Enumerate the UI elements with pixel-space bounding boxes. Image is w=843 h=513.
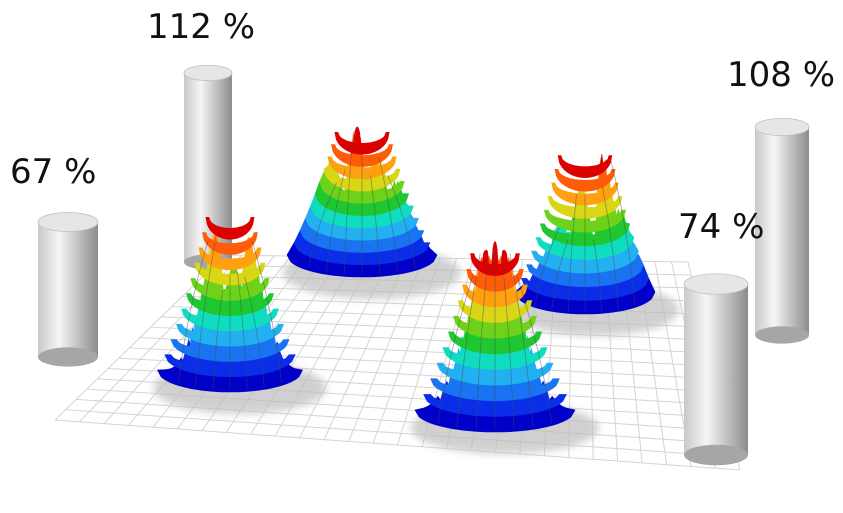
peak-2 [514,153,656,315]
mesh-line [343,131,354,275]
cylinder-base [755,326,809,344]
mesh-line [437,275,474,424]
contour-band [331,134,393,167]
grid-line [54,419,741,471]
mesh-line [370,174,381,275]
mesh-line [509,253,534,428]
mesh-line [236,272,248,390]
mesh-line [567,194,577,312]
cylinder-label-74: 74 % [678,207,765,247]
peak-3 [157,217,303,393]
mesh-line [387,174,416,269]
cylinder-base [38,347,98,367]
cylinder-top [754,117,810,137]
mesh-line [177,241,209,384]
peak-1 [286,126,438,278]
mesh-line [551,239,569,310]
mesh-line [251,240,283,384]
contour-band [334,126,390,155]
mesh-line [534,227,560,306]
cylinder-body [755,127,809,335]
cylinder-top [37,211,99,232]
contour-band [470,240,520,276]
cylinder-top [183,64,233,82]
mesh-line [456,253,481,428]
contour-band [557,153,613,178]
contour-band [202,232,258,255]
cylinder-67 [37,211,99,367]
mesh-line [378,156,399,273]
mesh-line [593,239,603,312]
cylinder-base [684,444,748,466]
cylinder-label-108: 108 % [727,55,836,95]
contour-band [205,217,255,240]
cylinder-label-67: 67 % [10,152,97,192]
mesh-line [501,260,515,430]
mesh-line [516,275,553,424]
cylinder-label-112: 112 % [147,7,256,47]
mesh-line [475,260,489,430]
peaks [157,126,656,433]
mesh-line [212,290,224,390]
cylinder-top [683,273,749,295]
grid-line [65,409,737,458]
peak-4 [414,240,576,433]
cylinder-74 [683,273,749,466]
mesh-line [308,182,337,269]
cylinder-body [38,222,98,357]
mesh-line [325,169,346,273]
mesh-line [601,184,619,310]
mesh-line [195,242,216,388]
mesh-line [610,158,636,306]
mesh-line [244,276,265,388]
cylinder-108 [754,117,810,344]
grid-line [76,398,734,445]
cylinder-body [684,284,748,455]
front-cylinders [37,211,749,466]
